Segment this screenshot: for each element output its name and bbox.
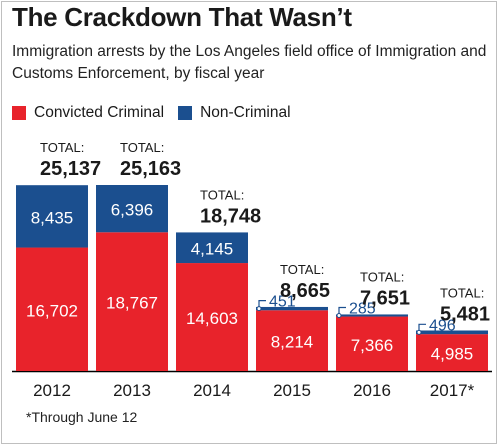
bar-convicted-criminal-2014 (176, 263, 248, 371)
label-non-criminal-2016: 285 (349, 300, 376, 317)
legend-item-criminal: Convicted Criminal (12, 104, 164, 122)
bar-convicted-criminal-2017 (416, 334, 488, 371)
bar-non-criminal-2012 (16, 185, 88, 248)
leader-dot-2017 (416, 329, 422, 335)
label-convicted-criminal-2014: 14,603 (186, 309, 238, 328)
total-caption-2015: TOTAL: (280, 262, 324, 277)
total-value-2014: 18,748 (200, 205, 261, 227)
label-non-criminal-2013: 6,396 (111, 201, 154, 220)
total-caption-2016: TOTAL: (360, 269, 404, 284)
x-tick-label-2012: 2012 (33, 381, 71, 400)
total-value-2017: 5,481 (440, 303, 490, 325)
total-caption-2017: TOTAL: (440, 285, 484, 300)
legend-label-noncriminal: Non-Criminal (200, 104, 291, 121)
bar-convicted-criminal-2016 (336, 316, 408, 371)
label-convicted-criminal-2017: 4,985 (431, 345, 474, 364)
label-non-criminal-2017: 496 (429, 317, 456, 334)
bar-non-criminal-2015 (256, 306, 328, 311)
leader-line-2015 (258, 300, 266, 309)
x-tick-label-2013: 2013 (113, 381, 151, 400)
x-tick-label-2015: 2015 (273, 381, 311, 400)
leader-line-2017 (418, 323, 426, 333)
total-value-2013: 25,163 (120, 158, 181, 180)
label-convicted-criminal-2013: 18,767 (106, 294, 158, 313)
bar-convicted-criminal-2013 (96, 232, 168, 371)
legend-swatch-noncriminal (178, 106, 193, 120)
label-non-criminal-2015: 451 (269, 294, 296, 311)
bar-convicted-criminal-2012 (16, 247, 88, 371)
x-tick-label-2017: 2017* (430, 381, 475, 400)
total-caption-2012: TOTAL: (40, 140, 84, 155)
bar-convicted-criminal-2015 (256, 310, 328, 371)
label-convicted-criminal-2015: 8,214 (271, 333, 314, 352)
bar-non-criminal-2013 (96, 185, 168, 233)
label-convicted-criminal-2016: 7,366 (351, 336, 394, 355)
bar-non-criminal-2017 (416, 330, 488, 335)
label-non-criminal-2014: 4,145 (191, 240, 234, 259)
total-value-2016: 7,651 (360, 287, 410, 309)
bar-non-criminal-2014 (176, 232, 248, 264)
legend-label-criminal: Convicted Criminal (34, 104, 165, 121)
chart-title: The Crackdown That Wasn’t (12, 2, 352, 32)
total-value-2015: 8,665 (280, 280, 330, 302)
x-tick-label-2014: 2014 (193, 381, 231, 400)
leader-line-2016 (338, 306, 346, 316)
legend: Convicted Criminal Non-Criminal (12, 103, 305, 123)
legend-swatch-criminal (12, 106, 26, 120)
footnote: *Through June 12 (26, 409, 138, 425)
leader-dot-2016 (336, 312, 342, 318)
legend-item-noncriminal: Non-Criminal (178, 104, 291, 122)
bar-non-criminal-2016 (336, 314, 408, 317)
x-tick-label-2016: 2016 (353, 381, 391, 400)
total-caption-2013: TOTAL: (120, 140, 164, 155)
leader-dot-2015 (256, 306, 262, 312)
label-non-criminal-2012: 8,435 (31, 208, 74, 227)
label-convicted-criminal-2012: 16,702 (26, 301, 78, 320)
total-value-2012: 25,137 (40, 158, 101, 180)
total-caption-2014: TOTAL: (200, 187, 244, 202)
chart-subtitle: Immigration arrests by the Los Angeles f… (12, 43, 487, 82)
